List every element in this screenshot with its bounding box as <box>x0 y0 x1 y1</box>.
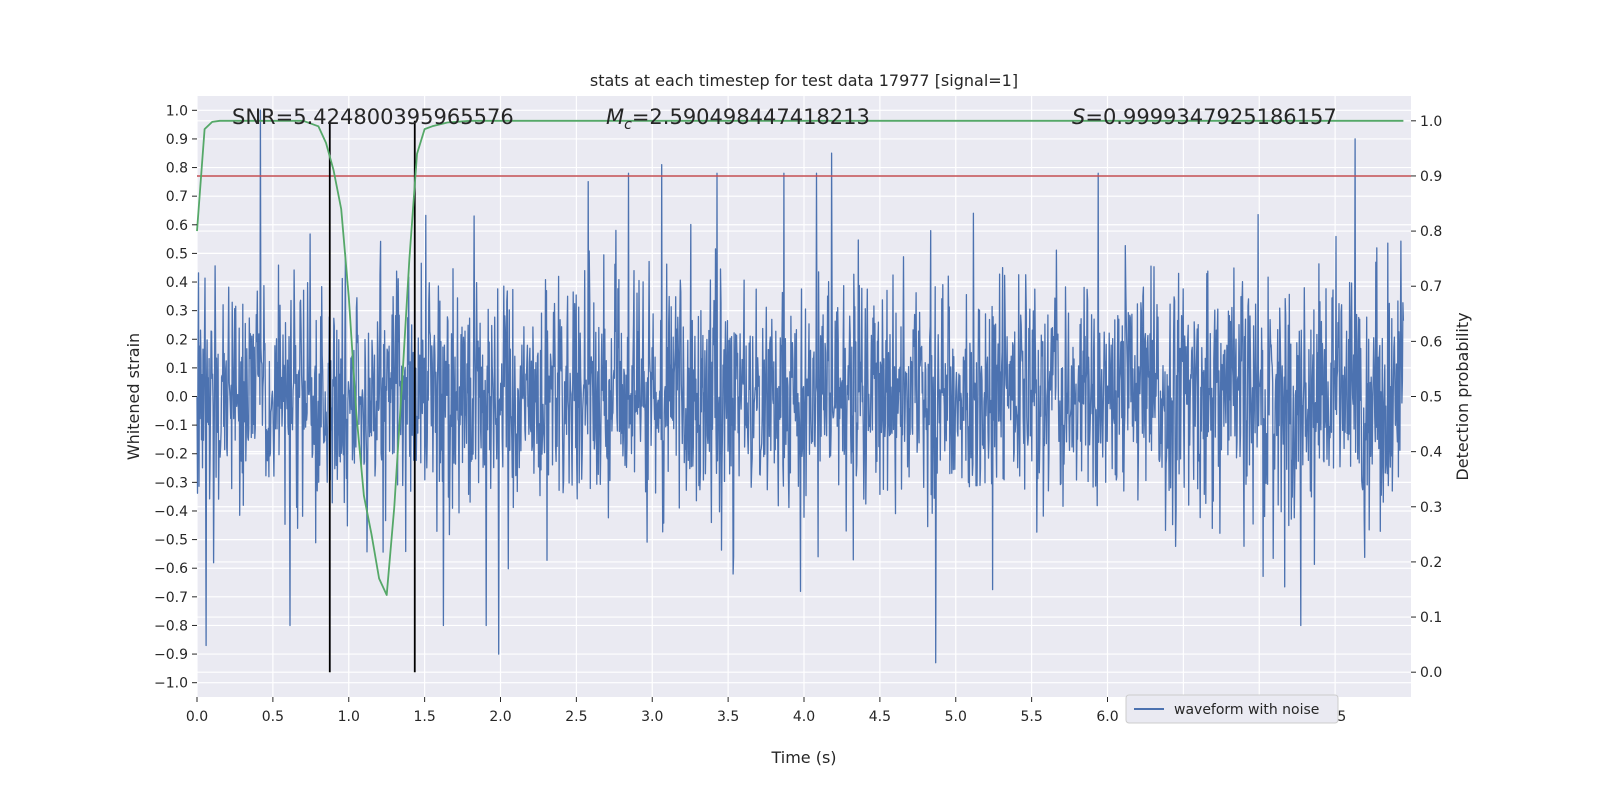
y-axis-label: Whitened strain <box>124 333 143 460</box>
chirp-mass-value: =2.590498447418213 <box>632 105 870 129</box>
waveform-line <box>196 109 1405 664</box>
chirp-mass-subscript: c <box>624 117 632 133</box>
y2-tick-label: 0.5 <box>1420 390 1442 406</box>
y-tick-label: 0.7 <box>166 189 188 205</box>
x-tick-label: 2.0 <box>489 709 511 725</box>
y2-tick-label: 0.6 <box>1420 334 1442 350</box>
legend-label-waveform: waveform with noise <box>1174 702 1319 718</box>
y-tick-label: −0.2 <box>154 447 188 463</box>
detection-probability-line <box>196 119 1404 596</box>
y-tick-label: −0.7 <box>154 590 188 606</box>
y-tick-label: 0.4 <box>166 275 188 291</box>
y-tick-label: −1.0 <box>154 676 188 692</box>
y2-tick-label: 0.0 <box>1420 665 1442 681</box>
y-tick-label: −0.1 <box>154 418 188 434</box>
y-tick-label: 0.6 <box>166 218 188 234</box>
y-tick-label: 0.9 <box>166 132 188 148</box>
y2-tick-label: 0.4 <box>1420 445 1442 461</box>
chirp-mass-symbol: M <box>606 105 624 129</box>
y2-tick-label: 0.2 <box>1420 555 1442 571</box>
y-tick-label: −0.5 <box>154 533 188 549</box>
waveform-series <box>196 109 1405 664</box>
legend: waveform with noise <box>1125 694 1339 724</box>
y-tick-label: 0.2 <box>166 332 188 348</box>
y-tick-label: 0.5 <box>166 246 188 262</box>
y-tick-label: 0.0 <box>166 390 188 406</box>
score-value: =0.9999347925186157 <box>1085 105 1336 129</box>
x-axis-label: Time (s) <box>770 748 836 767</box>
x-tick-label: 5.0 <box>945 709 967 725</box>
y-tick-label: 0.1 <box>166 361 188 377</box>
x-tick-label: 4.5 <box>869 709 891 725</box>
y2-tick-label: 0.1 <box>1420 610 1442 626</box>
overlay-lines <box>196 119 1411 673</box>
chart-title: stats at each timestep for test data 179… <box>590 71 1018 90</box>
y2-tick-label: 0.9 <box>1420 169 1442 185</box>
y2-tick-label: 0.7 <box>1420 279 1442 295</box>
x-tick-label: 2.5 <box>565 709 587 725</box>
y-tick-label: −0.6 <box>154 561 188 577</box>
y2-axis-label: Detection probability <box>1453 312 1472 480</box>
y-tick-label: −0.9 <box>154 647 188 663</box>
y-tick-label: −0.8 <box>154 618 188 634</box>
y-tick-label: 1.0 <box>166 103 188 119</box>
x-tick-label: 1.0 <box>338 709 360 725</box>
chirp-mass-annotation: Mc=2.590498447418213 <box>606 105 870 133</box>
x-tick-label: 0.0 <box>186 709 208 725</box>
y2-tick-label: 1.0 <box>1420 114 1442 130</box>
snr-annotation: SNR=5.424800395965576 <box>232 105 514 129</box>
x-tick-label: 1.5 <box>413 709 435 725</box>
legend-box <box>1125 694 1339 724</box>
score-symbol: S <box>1072 105 1085 129</box>
y-tick-label: 0.8 <box>166 161 188 177</box>
y-tick-label: −0.4 <box>154 504 188 520</box>
x-tick-label: 4.0 <box>793 709 815 725</box>
x-tick-label: 5.5 <box>1020 709 1042 725</box>
y2-tick-label: 0.8 <box>1420 224 1442 240</box>
x-tick-label: 0.5 <box>262 709 284 725</box>
x-tick-label: 3.5 <box>717 709 739 725</box>
x-tick-label: 6.0 <box>1096 709 1118 725</box>
y-tick-label: −0.3 <box>154 475 188 491</box>
y2-tick-label: 0.3 <box>1420 500 1442 516</box>
score-annotation: S=0.9999347925186157 <box>1072 105 1337 129</box>
ticks: 0.00.51.01.52.02.53.03.54.04.55.05.56.06… <box>154 103 1442 725</box>
y-tick-label: 0.3 <box>166 304 188 320</box>
x-tick-label: 3.0 <box>641 709 663 725</box>
